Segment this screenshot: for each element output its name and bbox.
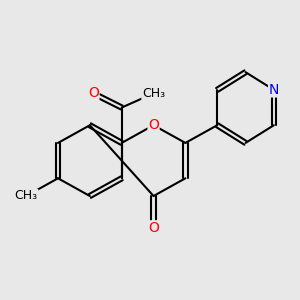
Text: CH₃: CH₃ — [142, 87, 165, 100]
Text: O: O — [148, 221, 159, 235]
Text: N: N — [269, 83, 279, 97]
Text: O: O — [88, 86, 99, 100]
Text: CH₃: CH₃ — [15, 190, 38, 202]
Text: O: O — [148, 118, 159, 132]
